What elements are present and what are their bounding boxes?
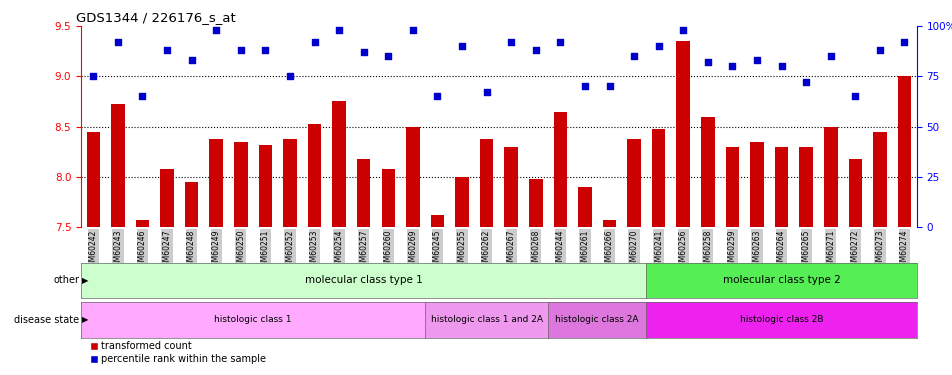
Bar [455,177,468,227]
Bar [357,159,370,227]
Point [675,27,690,33]
Point [896,39,911,45]
Point [380,53,395,59]
Text: molecular class type 2: molecular class type 2 [722,275,840,285]
Bar [553,111,566,227]
Bar [504,147,517,227]
Point [552,39,567,45]
Point [700,59,715,65]
Bar [87,132,100,227]
Bar [160,169,173,227]
Point [208,27,224,33]
Bar [430,215,444,227]
Point [650,44,665,50]
Point [823,53,838,59]
Bar [578,187,591,227]
Text: histologic class 2A: histologic class 2A [555,315,638,324]
Bar [897,76,910,227]
Point [479,90,494,96]
Point [527,47,543,53]
Bar [258,145,272,227]
Bar [332,102,346,227]
Point [602,84,617,90]
Text: GDS1344 / 226176_s_at: GDS1344 / 226176_s_at [76,11,236,24]
Bar [651,129,664,227]
Point [282,74,297,80]
Text: histologic class 2B: histologic class 2B [739,315,823,324]
Text: histologic class 1 and 2A: histologic class 1 and 2A [430,315,542,324]
Text: ▶: ▶ [82,315,89,324]
Bar [209,139,223,227]
Point [233,47,248,53]
Bar [823,127,837,227]
Point [773,63,788,69]
Point [625,53,641,59]
Point [577,84,592,90]
Point [429,93,445,99]
Bar [234,142,248,227]
Point [847,93,863,99]
Bar [381,169,395,227]
Point [724,63,740,69]
Text: other: other [53,275,79,285]
Bar [626,139,640,227]
Bar [701,117,714,227]
Legend: transformed count, percentile rank within the sample: transformed count, percentile rank withi… [86,338,270,368]
Point [110,39,126,45]
Bar [749,142,763,227]
Point [184,57,199,63]
Point [356,50,371,55]
Point [503,39,518,45]
Point [159,47,174,53]
Bar [480,139,493,227]
Point [257,47,272,53]
Point [871,47,886,53]
Bar [185,182,198,227]
Point [748,57,764,63]
Bar [528,179,542,227]
Bar [406,127,419,227]
Bar [307,123,321,227]
Bar [774,147,787,227]
Bar [602,220,616,227]
Bar [283,139,296,227]
Point [405,27,420,33]
Bar [135,220,149,227]
Point [798,80,813,86]
Bar [676,41,689,227]
Point [307,39,322,45]
Bar [724,147,739,227]
Bar [872,132,885,227]
Bar [847,159,862,227]
Point [86,74,101,80]
Point [134,93,149,99]
Bar [111,105,125,227]
Point [454,44,469,50]
Text: molecular class type 1: molecular class type 1 [305,275,422,285]
Bar [799,147,812,227]
Point [331,27,347,33]
Text: disease state: disease state [14,315,79,325]
Text: ▶: ▶ [82,276,89,285]
Text: histologic class 1: histologic class 1 [214,315,291,324]
